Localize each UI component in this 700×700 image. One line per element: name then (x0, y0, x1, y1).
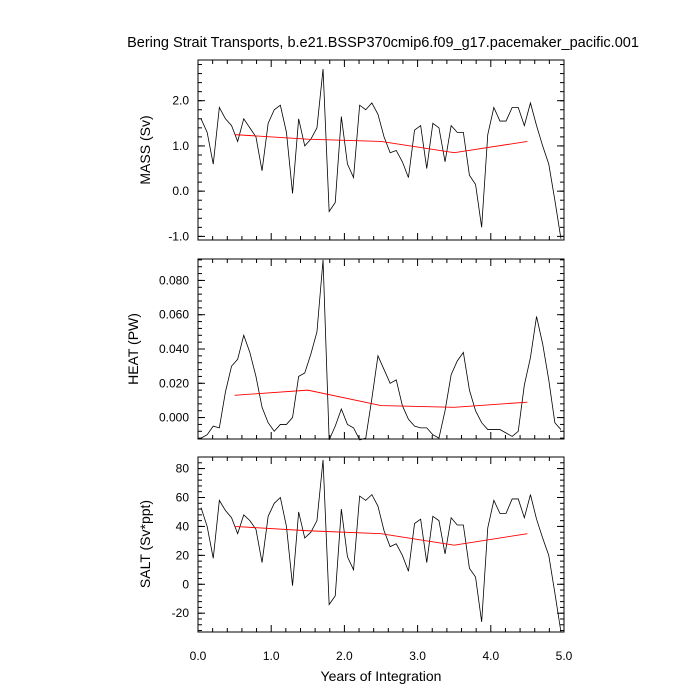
salt-y-tick-label: 0 (182, 577, 189, 591)
mass-series-monthly (200, 69, 562, 239)
heat-y-tick-label: 0.080 (159, 273, 189, 287)
x-tick-label: 3.0 (409, 649, 426, 663)
panel-salt: SALT (Sv*ppt) -20 0 20 40 60 80 (137, 456, 565, 633)
chart-title: Bering Strait Transports, b.e21.BSSP370c… (127, 35, 639, 51)
salt-y-tick-label: -20 (172, 606, 190, 620)
x-tick-label: 1.0 (263, 649, 280, 663)
x-tick-label: 4.0 (482, 649, 499, 663)
x-axis-tick-labels: 0.0 1.0 2.0 3.0 4.0 5.0 (190, 649, 573, 663)
salt-plot-frame (197, 456, 565, 633)
salt-y-tick-label: 20 (176, 548, 190, 562)
salt-y-tick-label: 40 (176, 519, 190, 533)
mass-series-annual-mean (234, 134, 528, 154)
mass-plot-frame (197, 59, 565, 241)
heat-plot-frame (197, 258, 565, 440)
salt-y-tick-label: 60 (176, 490, 190, 504)
salt-series-annual-mean (234, 525, 528, 546)
heat-series-annual-mean (234, 389, 528, 408)
x-tick-label: 2.0 (336, 649, 353, 663)
mass-y-tick-label: -1.0 (168, 229, 189, 243)
heat-y-axis-label: HEAT (PW) (125, 313, 141, 385)
x-tick-label: 5.0 (556, 649, 573, 663)
x-tick-label: 0.0 (190, 649, 207, 663)
panel-mass: MASS (Sv) -1.0 0.0 1.0 2.0 (137, 59, 565, 243)
mass-y-tick-label: 0.0 (172, 184, 189, 198)
heat-series-monthly (200, 259, 562, 441)
heat-y-tick-label: 0.060 (159, 308, 189, 322)
heat-y-tick-label: 0.040 (159, 342, 189, 356)
salt-y-tick-label: 80 (176, 462, 190, 476)
panel-heat: HEAT (PW) 0.000 0.020 0.040 0.060 0.080 (125, 258, 565, 441)
salt-series-monthly (200, 459, 562, 633)
mass-y-axis-label: MASS (Sv) (137, 115, 153, 184)
x-axis-label: Years of Integration (321, 668, 442, 684)
heat-y-tick-label: 0.020 (159, 376, 189, 390)
mass-y-tick-label: 2.0 (172, 94, 189, 108)
heat-y-tick-label: 0.000 (159, 411, 189, 425)
salt-y-axis-label: SALT (Sv*ppt) (137, 500, 153, 588)
mass-y-tick-label: 1.0 (172, 139, 189, 153)
